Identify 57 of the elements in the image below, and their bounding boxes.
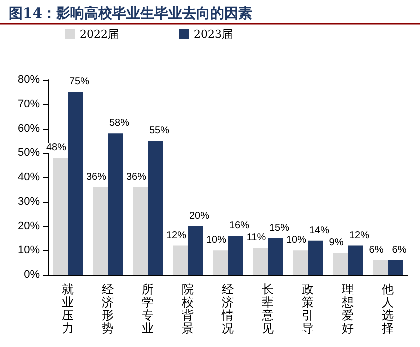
- chart-title: 图14：影响高校毕业生毕业去向的因素: [9, 5, 252, 22]
- data-label: 55%: [149, 125, 170, 136]
- y-tick-label: 30%: [18, 196, 40, 208]
- data-label: 6%: [392, 244, 407, 256]
- bar: [53, 158, 68, 275]
- bar: [348, 246, 363, 275]
- bar: [188, 226, 203, 275]
- y-tick-label: 20%: [18, 220, 40, 232]
- bar: [213, 250, 228, 275]
- y-tick-label: 60%: [18, 122, 40, 135]
- y-tick-label: 50%: [18, 147, 40, 160]
- data-label: 58%: [109, 118, 130, 130]
- data-label: 48%: [46, 142, 67, 154]
- data-label: 36%: [126, 172, 147, 183]
- bar: [133, 187, 148, 275]
- bar: [333, 253, 348, 275]
- data-label: 20%: [189, 210, 210, 222]
- data-label: 12%: [166, 230, 187, 242]
- data-label: 6%: [369, 244, 384, 256]
- bar: [228, 236, 243, 275]
- bar: [93, 187, 108, 275]
- x-tick-label: 经济形势: [102, 282, 114, 336]
- data-label: 9%: [329, 238, 344, 249]
- data-label: 14%: [309, 225, 330, 236]
- x-tick-label: 所学专业: [142, 282, 154, 336]
- legend-label: 2023届: [194, 28, 233, 41]
- data-label: 12%: [349, 230, 370, 242]
- bar: [268, 238, 283, 275]
- y-tick-label: 80%: [18, 74, 40, 86]
- y-tick-label: 0%: [24, 269, 40, 281]
- x-tick-label: 政策引导: [302, 282, 314, 336]
- y-tick-label: 10%: [18, 244, 40, 257]
- x-tick-label: 院校背景: [181, 282, 194, 336]
- data-label: 36%: [86, 172, 107, 183]
- legend-label: 2022届: [80, 28, 119, 41]
- data-label: 15%: [269, 222, 290, 234]
- x-tick-label: 理想爱好: [341, 282, 354, 336]
- data-label: 10%: [206, 235, 227, 246]
- bar: [293, 250, 308, 275]
- data-label: 10%: [286, 235, 307, 246]
- bar: [148, 140, 163, 275]
- bar: [253, 248, 268, 275]
- data-label: 16%: [229, 220, 250, 232]
- y-tick-label: 70%: [18, 98, 40, 110]
- bar: [388, 260, 403, 275]
- x-tick-label: 长辈意见: [261, 282, 274, 336]
- bar: [308, 240, 323, 275]
- bar: [173, 246, 188, 275]
- data-label: 11%: [246, 232, 266, 244]
- bar: [108, 134, 123, 275]
- data-label: 75%: [69, 76, 90, 88]
- x-tick-label: 他人选择: [382, 282, 394, 336]
- x-tick-label: 就业压力: [62, 282, 74, 336]
- bar: [373, 260, 388, 275]
- bar: [68, 92, 83, 275]
- y-tick-label: 40%: [18, 172, 40, 184]
- x-tick-label: 经济情况: [221, 282, 234, 336]
